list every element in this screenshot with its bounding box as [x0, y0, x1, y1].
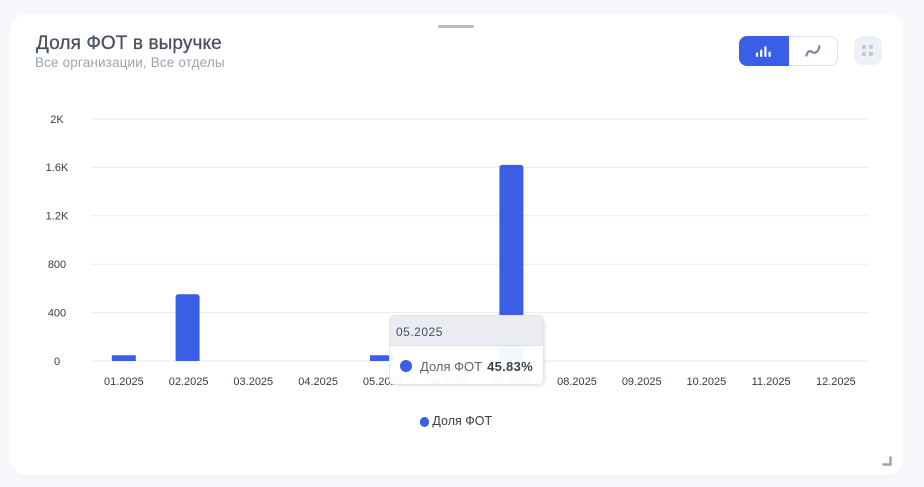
svg-text:1.6K: 1.6K [46, 162, 69, 174]
svg-text:400: 400 [48, 307, 66, 319]
svg-text:11.2025: 11.2025 [752, 376, 791, 388]
svg-text:10.2025: 10.2025 [687, 376, 727, 388]
svg-text:1.2K: 1.2K [46, 211, 69, 223]
svg-text:800: 800 [48, 259, 66, 271]
svg-text:09.2025: 09.2025 [622, 376, 662, 388]
svg-text:04.2025: 04.2025 [298, 376, 338, 388]
svg-text:08.2025: 08.2025 [557, 376, 597, 388]
svg-text:2K: 2K [50, 114, 64, 126]
svg-text:0: 0 [54, 356, 60, 368]
svg-text:03.2025: 03.2025 [233, 376, 273, 388]
svg-text:01.2025: 01.2025 [104, 376, 144, 388]
svg-text:02.2025: 02.2025 [169, 376, 209, 388]
svg-text:12.2025: 12.2025 [816, 376, 856, 388]
